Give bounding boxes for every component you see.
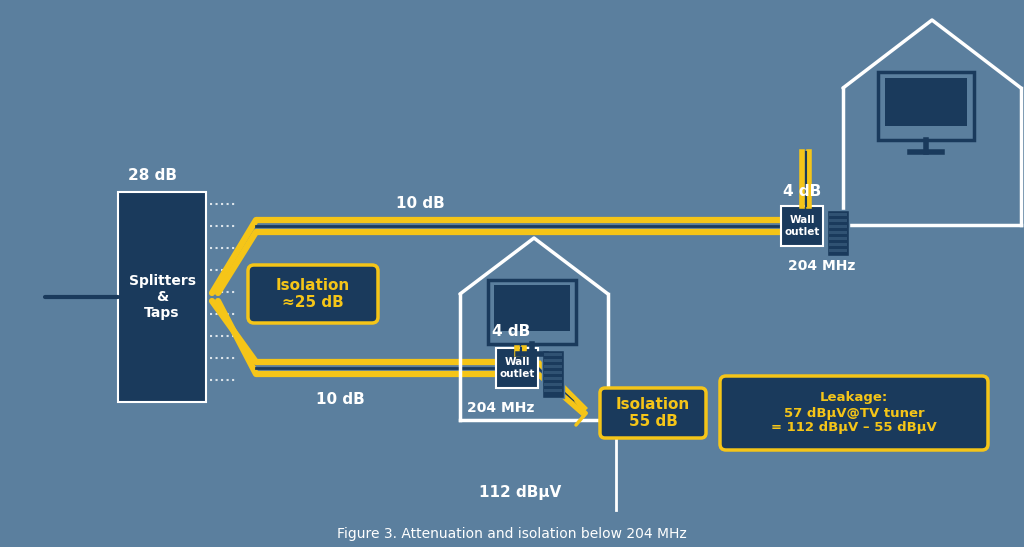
- Text: 4 dB: 4 dB: [492, 324, 530, 340]
- Bar: [496, 348, 538, 388]
- Text: 204 MHz: 204 MHz: [788, 259, 856, 273]
- Text: 28 dB: 28 dB: [128, 168, 177, 183]
- Bar: [885, 78, 967, 126]
- Text: Isolation
≈25 dB: Isolation ≈25 dB: [275, 278, 350, 310]
- Bar: [488, 280, 575, 344]
- Bar: [118, 192, 206, 402]
- Text: Leakage:
57 dBμV@TV tuner
= 112 dBμV – 55 dBμV: Leakage: 57 dBμV@TV tuner = 112 dBμV – 5…: [771, 392, 937, 434]
- FancyBboxPatch shape: [600, 388, 706, 438]
- Bar: [829, 237, 847, 240]
- Text: Wall
outlet: Wall outlet: [784, 215, 819, 237]
- Bar: [829, 219, 847, 222]
- Text: 204 MHz: 204 MHz: [467, 401, 535, 415]
- Text: 4 dB: 4 dB: [783, 184, 821, 200]
- Bar: [544, 359, 562, 362]
- Text: Figure 3. Attenuation and isolation below 204 MHz: Figure 3. Attenuation and isolation belo…: [337, 527, 687, 541]
- Bar: [829, 249, 847, 252]
- FancyBboxPatch shape: [248, 265, 378, 323]
- Bar: [829, 225, 847, 228]
- Bar: [829, 213, 847, 216]
- Bar: [544, 377, 562, 380]
- Text: Isolation
55 dB: Isolation 55 dB: [615, 397, 690, 429]
- Text: Splitters
&
Taps: Splitters & Taps: [128, 274, 196, 320]
- Bar: [542, 350, 564, 398]
- Text: 112 dBμV: 112 dBμV: [479, 485, 561, 499]
- Bar: [544, 383, 562, 386]
- Bar: [829, 243, 847, 246]
- Bar: [829, 231, 847, 234]
- Bar: [827, 210, 849, 256]
- Bar: [544, 353, 562, 356]
- FancyBboxPatch shape: [720, 376, 988, 450]
- Text: 10 dB: 10 dB: [315, 393, 365, 408]
- Bar: [494, 285, 570, 331]
- Text: Wall
outlet: Wall outlet: [500, 357, 535, 379]
- Bar: [544, 365, 562, 368]
- Bar: [544, 389, 562, 392]
- Bar: [781, 206, 823, 246]
- Bar: [878, 72, 974, 140]
- Bar: [544, 371, 562, 374]
- Text: 10 dB: 10 dB: [395, 196, 444, 212]
